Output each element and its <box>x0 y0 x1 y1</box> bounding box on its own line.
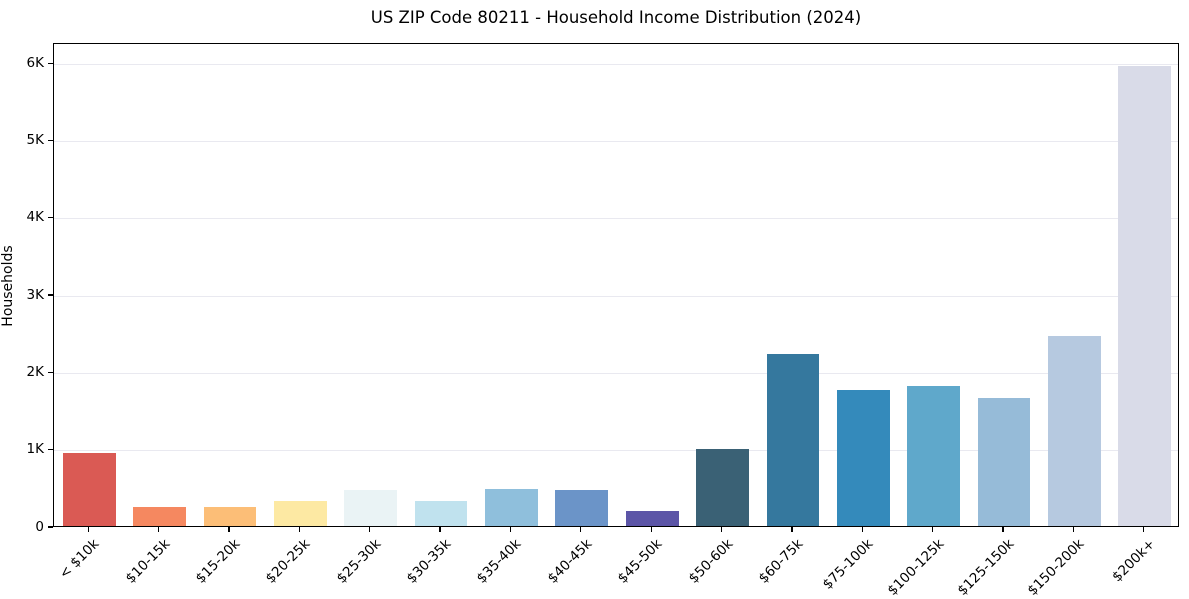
y-tick-label: 2K <box>26 363 44 380</box>
x-tick-label: $40-45k <box>544 536 596 587</box>
x-tick-mark <box>298 527 300 532</box>
bar-100-125k <box>907 385 961 526</box>
chart-title: US ZIP Code 80211 - Household Income Dis… <box>370 8 862 27</box>
y-tick-mark <box>48 139 53 141</box>
x-tick-mark <box>1072 527 1075 532</box>
x-tick-mark <box>932 527 934 532</box>
y-tick-mark <box>48 62 53 64</box>
bar-10-15k <box>133 506 186 526</box>
x-tick-mark <box>720 527 723 532</box>
x-tick-label: $10-15k <box>122 536 173 587</box>
y-tick-label: 6K <box>26 54 44 71</box>
bar-30-35k <box>414 500 468 526</box>
y-tick-label: 3K <box>26 286 44 303</box>
x-tick-mark <box>157 527 160 532</box>
x-tick-label: $125-150k <box>954 536 1018 599</box>
x-tick-label: $200k+ <box>1108 536 1159 586</box>
x-tick-label: $15-20k <box>192 536 244 587</box>
x-tick-label: $75-100k <box>819 536 877 593</box>
x-tick-mark <box>509 527 512 532</box>
bar-125-150k <box>977 398 1031 526</box>
y-tick-label: 0 <box>35 518 44 535</box>
x-tick-mark <box>1002 527 1004 532</box>
x-tick-label: < $10k <box>56 536 103 583</box>
x-tick-mark <box>791 527 793 532</box>
x-tick-mark <box>439 527 441 532</box>
gridline <box>54 218 1178 220</box>
x-tick-mark <box>861 527 863 532</box>
x-tick-label: $150-200k <box>1024 536 1088 599</box>
gridline <box>54 295 1178 297</box>
x-tick-label: $45-50k <box>614 536 666 587</box>
y-tick-label: 4K <box>26 209 44 226</box>
y-tick-mark <box>48 294 53 296</box>
bar-20-25k <box>273 501 327 526</box>
x-tick-mark <box>369 527 371 532</box>
x-tick-mark <box>1143 527 1145 532</box>
bar-45-50k <box>625 510 679 526</box>
x-tick-label: $50-60k <box>685 536 736 587</box>
bar-10k <box>62 452 116 526</box>
bar-60-75k <box>766 353 820 526</box>
x-tick-label: $25-30k <box>333 536 385 587</box>
x-tick-mark <box>87 527 89 532</box>
x-tick-mark <box>650 527 652 532</box>
bar-50-60k <box>696 448 749 526</box>
bar-75-100k <box>836 389 890 526</box>
x-tick-label: $35-40k <box>474 536 525 587</box>
bar-15-20k <box>203 507 257 526</box>
plot-area <box>53 43 1179 527</box>
bar-35-40k <box>485 489 538 526</box>
y-axis-label: Households <box>0 245 16 327</box>
bar-150-200k <box>1048 335 1101 526</box>
gridline <box>54 450 1178 452</box>
y-tick-mark <box>48 526 53 528</box>
bar-40-45k <box>555 490 609 526</box>
x-tick-label: $60-75k <box>755 536 807 587</box>
bar-25-30k <box>344 489 398 526</box>
x-tick-label: $30-35k <box>403 536 455 587</box>
gridline <box>54 63 1178 65</box>
y-tick-label: 5K <box>26 131 44 148</box>
gridline <box>54 140 1178 142</box>
y-tick-label: 1K <box>26 441 44 458</box>
y-tick-mark <box>48 217 53 219</box>
x-tick-label: $20-25k <box>262 536 314 587</box>
x-tick-mark <box>580 527 582 532</box>
x-tick-label: $100-125k <box>884 536 948 599</box>
y-tick-mark <box>48 449 53 451</box>
bar-200k <box>1118 65 1172 526</box>
y-tick-mark <box>48 371 53 373</box>
gridline <box>54 372 1178 374</box>
x-tick-mark <box>228 527 230 532</box>
